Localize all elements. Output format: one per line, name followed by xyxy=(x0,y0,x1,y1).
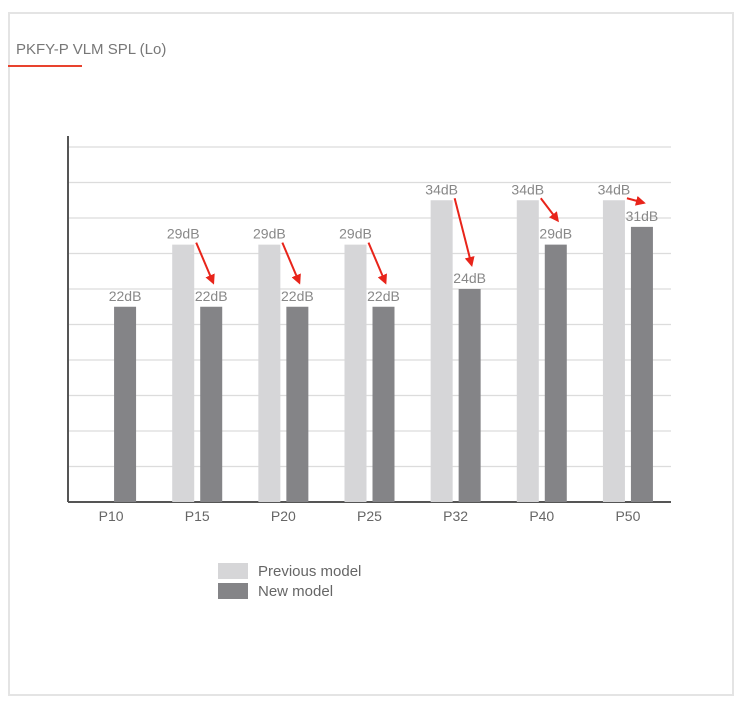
data-label-new-P10: 22dB xyxy=(109,288,142,304)
legend-label-previous: Previous model xyxy=(258,562,362,580)
data-label-new-P20: 22dB xyxy=(281,288,314,304)
data-label-new-P25: 22dB xyxy=(367,288,400,304)
bar-new-P50 xyxy=(630,226,653,502)
title-underline xyxy=(8,65,82,67)
bar-previous-P40 xyxy=(516,200,539,502)
data-label-new-P50: 31dB xyxy=(626,208,659,224)
change-arrow-P20 xyxy=(281,242,301,285)
x-tick-label-P15: P15 xyxy=(185,508,210,524)
x-tick-label-P50: P50 xyxy=(615,508,640,524)
chart-title: PKFY-P VLM SPL (Lo) xyxy=(16,41,167,58)
change-arrow-P25 xyxy=(367,242,387,285)
data-label-previous-P20: 29dB xyxy=(253,226,286,242)
bar-previous-P20 xyxy=(258,244,281,502)
change-arrow-P50 xyxy=(626,195,646,206)
legend-item-new: New model xyxy=(218,581,361,601)
data-label-new-P15: 22dB xyxy=(195,288,228,304)
bar-previous-P15 xyxy=(172,244,195,502)
bar-new-P32 xyxy=(458,289,481,502)
change-arrow-P32 xyxy=(453,198,475,267)
legend-swatch-previous xyxy=(218,563,248,579)
x-tick-label-P32: P32 xyxy=(443,508,468,524)
bar-new-P15 xyxy=(200,306,223,502)
legend-swatch-new xyxy=(218,583,248,599)
data-label-previous-P15: 29dB xyxy=(167,226,200,242)
bar-previous-P25 xyxy=(344,244,367,502)
data-label-new-P40: 29dB xyxy=(539,226,572,242)
data-label-previous-P32: 34dB xyxy=(425,181,458,197)
legend: Previous model New model xyxy=(218,561,361,601)
bar-new-P10 xyxy=(114,306,137,502)
x-tick-label-P20: P20 xyxy=(271,508,296,524)
x-tick-label-P40: P40 xyxy=(529,508,554,524)
legend-item-previous: Previous model xyxy=(218,561,361,581)
bar-new-P20 xyxy=(286,306,309,502)
data-label-previous-P25: 29dB xyxy=(339,226,372,242)
x-tick-label-P10: P10 xyxy=(99,508,124,524)
x-tick-label-P25: P25 xyxy=(357,508,382,524)
bar-previous-P32 xyxy=(430,200,453,502)
bar-new-P40 xyxy=(544,244,567,502)
data-label-previous-P40: 34dB xyxy=(511,181,544,197)
change-arrow-P40 xyxy=(539,197,559,223)
legend-label-new: New model xyxy=(258,582,334,600)
data-label-new-P32: 24dB xyxy=(453,270,486,286)
change-arrow-P15 xyxy=(195,242,215,285)
bar-previous-P50 xyxy=(602,200,625,502)
bar-new-P25 xyxy=(372,306,395,502)
data-label-previous-P50: 34dB xyxy=(598,181,631,197)
